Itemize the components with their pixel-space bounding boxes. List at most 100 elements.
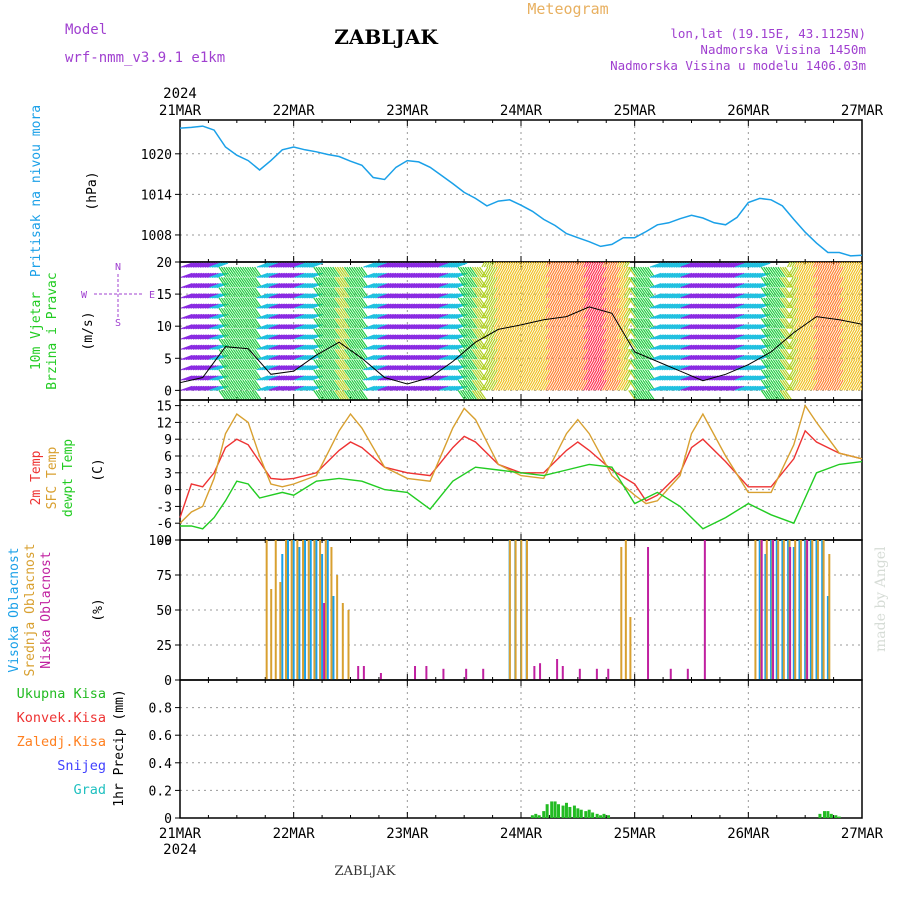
wind-barb xyxy=(793,307,801,319)
wind-barb xyxy=(675,324,688,330)
wind-barb xyxy=(860,345,862,350)
wind-barb xyxy=(559,379,567,391)
wind-barb xyxy=(836,307,844,319)
wind-barb xyxy=(230,390,239,400)
wind-barb xyxy=(348,338,357,350)
wind-barb xyxy=(727,272,740,278)
wind-barb xyxy=(606,369,614,381)
wind-barb xyxy=(706,283,719,289)
wind-barb xyxy=(767,379,776,391)
wind-barb xyxy=(779,287,788,298)
wind-barb xyxy=(372,262,385,268)
wind-barb xyxy=(391,354,404,361)
wind-barb xyxy=(737,283,750,289)
wind-barb xyxy=(720,334,733,340)
wind-barb xyxy=(754,303,766,309)
wind-barb xyxy=(446,334,458,340)
wind-barb xyxy=(690,354,702,361)
wind-barb xyxy=(282,344,295,350)
wind-barb xyxy=(336,328,345,339)
wind-barb xyxy=(448,313,461,320)
wind-barb xyxy=(469,266,478,278)
precip-bar xyxy=(557,804,561,818)
wind-barb xyxy=(824,266,832,278)
wind-barb xyxy=(448,365,461,371)
wind-barb xyxy=(718,272,731,278)
wind-barb xyxy=(671,303,683,309)
wind-barb xyxy=(573,287,581,299)
wind-barb xyxy=(377,303,390,309)
wind-barb xyxy=(727,334,740,340)
wind-barb xyxy=(507,266,515,278)
wind-barb xyxy=(256,272,269,278)
wind-barb xyxy=(509,266,517,278)
wind-barb xyxy=(368,313,380,320)
wind-barb xyxy=(232,277,241,288)
wind-barb xyxy=(678,313,690,320)
wind-barb xyxy=(427,293,439,299)
wind-barb xyxy=(599,276,607,288)
wind-barb xyxy=(192,313,205,320)
wind-barb xyxy=(798,318,806,330)
wind-barb xyxy=(336,390,345,400)
wind-barb xyxy=(405,375,418,381)
wind-barb xyxy=(280,272,293,278)
wind-barb xyxy=(687,313,700,320)
wind-barb xyxy=(287,283,300,289)
wind-barb xyxy=(819,328,828,340)
wind-barb xyxy=(185,303,198,309)
wind-barb xyxy=(344,338,352,350)
wind-barb xyxy=(824,287,832,299)
wind-barb xyxy=(469,318,478,329)
wind-barb xyxy=(718,375,731,381)
wind-barb xyxy=(275,344,288,350)
wind-barb xyxy=(507,297,515,309)
wind-barb xyxy=(183,385,195,391)
wind-barb xyxy=(599,262,604,268)
wind-barb xyxy=(218,390,227,400)
wind-barb xyxy=(744,375,757,381)
wind-barb xyxy=(218,359,227,370)
wind-barb xyxy=(244,297,253,309)
wind-barb xyxy=(403,354,416,361)
wind-barb xyxy=(668,262,681,268)
wind-barb xyxy=(474,338,483,350)
wind-barb xyxy=(249,318,258,329)
wind-barb xyxy=(304,293,316,299)
wind-barb xyxy=(246,379,255,391)
wind-barb xyxy=(251,297,260,309)
wind-barb xyxy=(254,379,262,391)
wind-barb xyxy=(206,344,219,350)
wind-barb xyxy=(209,344,222,350)
wind-barb xyxy=(394,283,406,289)
wind-barb xyxy=(533,359,541,371)
wind-barb xyxy=(846,276,854,288)
wind-barb xyxy=(467,287,476,298)
wind-barb xyxy=(554,276,562,288)
wind-barb xyxy=(550,262,555,268)
wind-barb xyxy=(592,379,600,391)
wind-barb xyxy=(408,283,420,289)
wind-barb xyxy=(266,272,278,278)
wind-barb xyxy=(803,328,811,340)
wind-barb xyxy=(401,303,413,309)
wind-barb xyxy=(834,328,842,340)
wind-barb xyxy=(190,272,203,278)
wind-barb xyxy=(611,328,619,340)
wind-barb xyxy=(625,307,633,319)
wind-barb xyxy=(810,266,818,278)
wind-barb xyxy=(280,293,293,299)
wind-barb xyxy=(628,348,637,360)
wind-barb xyxy=(526,318,534,330)
wind-barb xyxy=(322,379,331,391)
wind-barb xyxy=(469,369,478,381)
wind-barb xyxy=(760,266,769,278)
wind-barb xyxy=(644,307,653,319)
wind-barb xyxy=(204,334,217,340)
wind-barb xyxy=(739,303,752,309)
wind-barb xyxy=(490,379,498,391)
wind-barb xyxy=(846,262,851,268)
wind-barb xyxy=(232,348,241,360)
wind-barb xyxy=(855,348,862,360)
wind-barb xyxy=(486,297,494,309)
